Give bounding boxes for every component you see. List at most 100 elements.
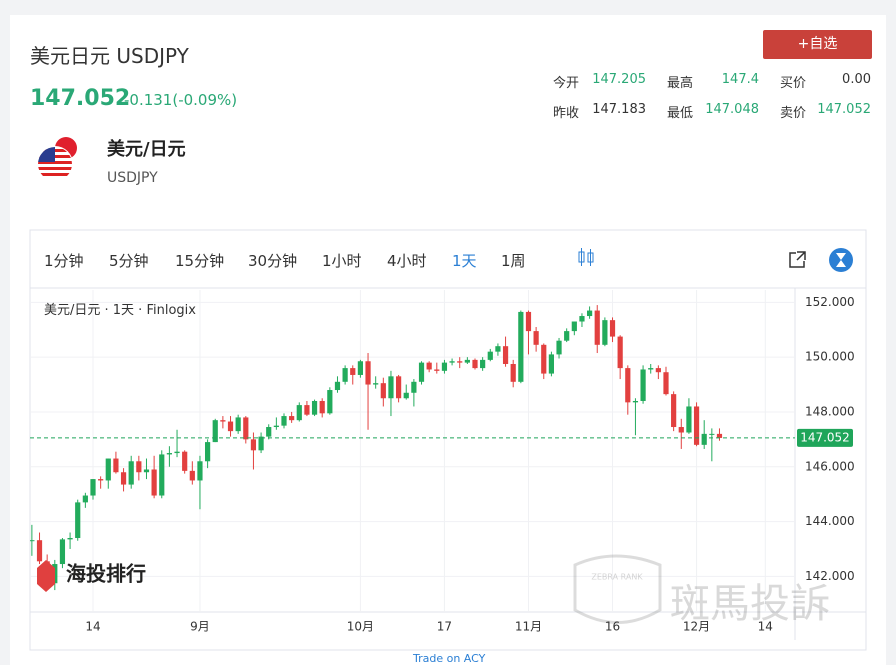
page-title: 美元日元 USDJPY bbox=[30, 44, 189, 68]
candle-body bbox=[67, 538, 73, 540]
candle-body bbox=[457, 361, 463, 363]
candle-body bbox=[655, 368, 661, 373]
candle-body bbox=[120, 472, 127, 485]
candle-body bbox=[189, 470, 195, 481]
candle-body bbox=[426, 362, 432, 370]
symbol-code: USDJPY bbox=[107, 170, 158, 186]
candle-body bbox=[495, 346, 501, 352]
candle-body bbox=[480, 359, 486, 369]
candle-body bbox=[403, 392, 409, 399]
stat-value: 147.205 bbox=[592, 72, 646, 87]
candle-body bbox=[418, 362, 425, 382]
candle-body bbox=[434, 369, 440, 371]
interval-button[interactable]: 1天 bbox=[452, 252, 477, 270]
candle-body bbox=[143, 469, 150, 473]
stat-label: 最高 bbox=[667, 76, 694, 91]
candle-body bbox=[449, 361, 455, 363]
candle-body bbox=[182, 451, 188, 471]
candle-body bbox=[625, 368, 631, 403]
candle-body bbox=[113, 458, 119, 473]
interval-button[interactable]: 1小时 bbox=[322, 252, 362, 270]
candle-body bbox=[90, 479, 96, 496]
candle-body bbox=[373, 383, 379, 385]
stat-label: 昨收 bbox=[553, 106, 580, 121]
candle-body bbox=[487, 351, 493, 360]
stat-label: 卖价 bbox=[780, 106, 807, 121]
candle-body bbox=[709, 433, 715, 435]
candle-body bbox=[380, 383, 386, 399]
candle-body bbox=[396, 376, 402, 399]
left-watermark: 海投排行 bbox=[37, 560, 146, 592]
watermark-badge: ZEBRA RANK bbox=[591, 573, 643, 582]
candle-body bbox=[36, 540, 43, 562]
candle-body bbox=[548, 354, 554, 374]
last-price-label: 147.052 bbox=[800, 430, 850, 444]
candle-body bbox=[334, 381, 341, 391]
x-tick-label: 9月 bbox=[190, 620, 210, 634]
candle-body bbox=[273, 425, 279, 428]
candle-body bbox=[388, 376, 394, 399]
stat-value: 147.052 bbox=[817, 102, 871, 117]
candle-body bbox=[98, 479, 104, 481]
candle-body bbox=[686, 406, 692, 433]
interval-button[interactable]: 1分钟 bbox=[44, 252, 84, 270]
x-tick-label: 11月 bbox=[515, 620, 542, 634]
watermark-left-text: 海投排行 bbox=[66, 562, 146, 586]
price-change: -0.131(-0.09%) bbox=[124, 91, 238, 109]
candle-body bbox=[281, 416, 287, 426]
candle-body bbox=[464, 359, 470, 363]
plot bbox=[30, 290, 795, 612]
watermark-right-text: 斑馬投訴 bbox=[670, 581, 830, 627]
candle-body bbox=[671, 394, 677, 428]
stat-value: 147.048 bbox=[705, 102, 759, 117]
price: 147.052 bbox=[30, 86, 131, 111]
candle-body bbox=[357, 361, 363, 375]
chart-legend: 美元/日元 · 1天 · Finlogix bbox=[44, 303, 196, 318]
candle-body bbox=[266, 427, 272, 437]
interval-button[interactable]: 15分钟 bbox=[175, 252, 225, 270]
candle-body bbox=[174, 451, 180, 454]
interval-button[interactable]: 1周 bbox=[501, 252, 526, 270]
x-tick-label: 14 bbox=[758, 620, 773, 634]
candle-body bbox=[205, 442, 211, 462]
candle-body bbox=[212, 420, 218, 443]
interval-button[interactable]: 5分钟 bbox=[109, 252, 149, 270]
candle-body bbox=[319, 400, 325, 414]
candle-body bbox=[701, 433, 707, 445]
add-watchlist-button[interactable]: +自选 bbox=[763, 30, 872, 59]
stat-value: 147.183 bbox=[592, 102, 646, 117]
y-tick-label: 148.000 bbox=[805, 404, 855, 418]
candle-body bbox=[59, 539, 66, 565]
symbol-name: 美元/日元 bbox=[107, 139, 186, 160]
y-tick-label: 152.000 bbox=[805, 295, 855, 309]
candle-body bbox=[609, 320, 616, 337]
hourglass-icon bbox=[829, 248, 853, 272]
candle-body bbox=[258, 436, 264, 451]
candle-body bbox=[587, 310, 593, 317]
stat-label: 今开 bbox=[553, 76, 580, 91]
candle-body bbox=[663, 372, 669, 395]
candle-body bbox=[311, 400, 318, 415]
candle-body bbox=[640, 369, 646, 401]
interval-button[interactable]: 4小时 bbox=[387, 252, 427, 270]
x-tick-label: 14 bbox=[85, 620, 100, 634]
candle-body bbox=[632, 400, 639, 403]
candle-body bbox=[243, 417, 249, 440]
candle-body bbox=[693, 406, 700, 445]
candle-body bbox=[525, 311, 532, 332]
candle-body bbox=[441, 362, 448, 371]
stat-value: 0.00 bbox=[842, 72, 871, 87]
interval-button[interactable]: 30分钟 bbox=[248, 252, 298, 270]
candle-body bbox=[678, 427, 684, 433]
chart-frame bbox=[29, 229, 867, 651]
candle-body bbox=[411, 381, 417, 393]
candle-body bbox=[365, 361, 371, 385]
footer-link[interactable]: Trade on ACY bbox=[413, 652, 486, 665]
candle-body bbox=[327, 390, 333, 414]
candle-body bbox=[128, 461, 134, 485]
y-tick-label: 142.000 bbox=[805, 569, 855, 583]
candle-body bbox=[296, 405, 302, 421]
right-watermark: ZEBRA RANK 斑馬投訴 bbox=[573, 554, 830, 627]
